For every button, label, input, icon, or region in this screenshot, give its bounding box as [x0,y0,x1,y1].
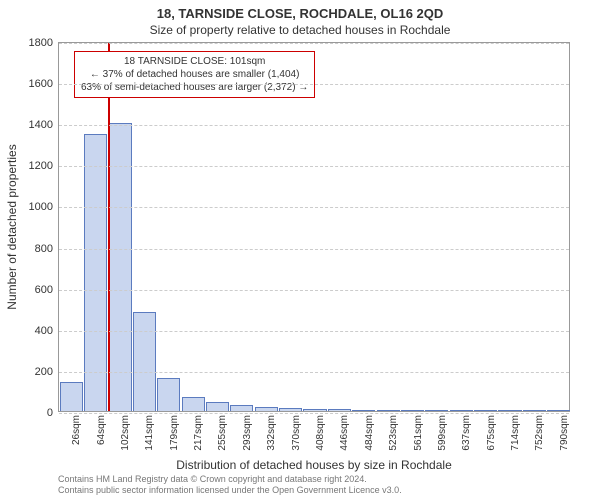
y-tick-label: 1000 [29,201,53,213]
y-tick-label: 1600 [29,78,53,90]
x-tick-label: 293sqm [242,415,253,451]
x-tick-label: 752sqm [534,415,545,451]
footer-line-2: Contains public sector information licen… [58,485,402,496]
y-tick-label: 1800 [29,37,53,49]
gridline [59,84,569,85]
x-tick-label: 714sqm [510,415,521,451]
annotation-line: 63% of semi-detached houses are larger (… [81,81,308,94]
x-tick-label: 637sqm [461,415,472,451]
y-tick-label: 400 [35,325,53,337]
x-axis-label: Distribution of detached houses by size … [176,458,452,472]
x-tick-label: 446sqm [339,415,350,451]
marker-line [108,43,110,411]
footer-line-1: Contains HM Land Registry data © Crown c… [58,474,402,485]
x-tick-label: 523sqm [388,415,399,451]
x-tick-label: 484sqm [364,415,375,451]
chart-container: Number of detached properties 18 TARNSID… [58,42,570,412]
y-tick-label: 200 [35,366,53,378]
chart-title-sub: Size of property relative to detached ho… [0,21,600,37]
gridline [59,331,569,332]
x-tick-label: 255sqm [217,415,228,451]
x-tick-label: 217sqm [193,415,204,451]
y-tick-label: 1400 [29,119,53,131]
y-tick-label: 1200 [29,160,53,172]
chart-title-main: 18, TARNSIDE CLOSE, ROCHDALE, OL16 2QD [0,0,600,21]
bar [182,397,205,411]
gridline [59,249,569,250]
x-tick-label: 408sqm [315,415,326,451]
gridline [59,166,569,167]
bar [303,409,326,411]
x-tick-label: 332sqm [266,415,277,451]
bar [450,410,473,411]
bar [547,410,570,411]
bar [523,410,546,411]
bar [206,402,229,411]
bar [474,410,497,411]
y-tick-label: 600 [35,284,53,296]
bar [133,312,156,411]
bar [352,410,375,411]
annotation-line: 18 TARNSIDE CLOSE: 101sqm [81,55,308,68]
bar [498,410,521,411]
bar [328,409,351,411]
bar [60,382,83,411]
bar [425,410,448,411]
x-tick-label: 675sqm [486,415,497,451]
x-tick-label: 790sqm [559,415,570,451]
bar [377,410,400,411]
x-tick-label: 370sqm [291,415,302,451]
footer-attribution: Contains HM Land Registry data © Crown c… [58,474,402,496]
x-tick-label: 561sqm [413,415,424,451]
gridline [59,290,569,291]
x-tick-label: 599sqm [437,415,448,451]
gridline [59,413,569,414]
annotation-line: ← 37% of detached houses are smaller (1,… [81,68,308,81]
x-tick-label: 102sqm [120,415,131,451]
bar [230,405,253,411]
bar [255,407,278,411]
y-axis-label: Number of detached properties [5,144,19,309]
bars-layer [59,43,569,411]
annotation-box: 18 TARNSIDE CLOSE: 101sqm← 37% of detach… [74,51,315,98]
plot-area: 18 TARNSIDE CLOSE: 101sqm← 37% of detach… [58,42,570,412]
x-tick-label: 64sqm [96,415,107,445]
x-tick-label: 141sqm [144,415,155,451]
bar [279,408,302,411]
bar [157,378,180,411]
gridline [59,43,569,44]
gridline [59,125,569,126]
x-tick-label: 26sqm [71,415,82,445]
bar [401,410,424,411]
y-tick-label: 800 [35,243,53,255]
y-tick-label: 0 [47,407,53,419]
bar [84,134,107,412]
x-tick-label: 179sqm [169,415,180,451]
gridline [59,207,569,208]
gridline [59,372,569,373]
